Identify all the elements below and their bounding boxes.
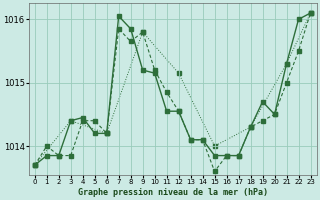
X-axis label: Graphe pression niveau de la mer (hPa): Graphe pression niveau de la mer (hPa) xyxy=(78,188,268,197)
